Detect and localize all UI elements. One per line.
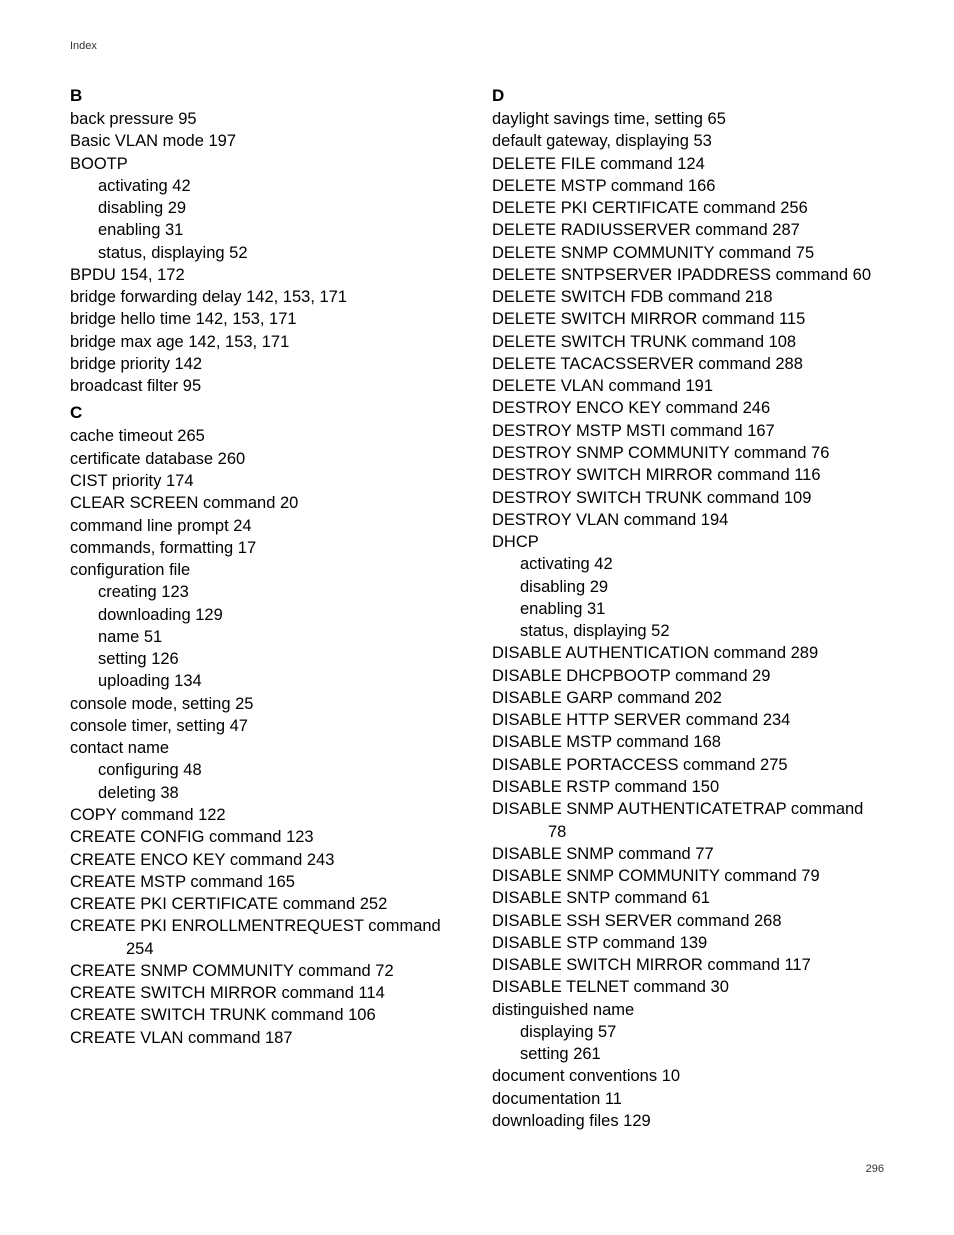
- index-entry: DELETE VLAN command 191: [492, 375, 884, 397]
- index-entry: DELETE RADIUSSERVER command 287: [492, 219, 884, 241]
- index-entry: DISABLE SNTP command 61: [492, 887, 884, 909]
- right-column: Ddaylight savings time, setting 65defaul…: [492, 80, 884, 1132]
- index-entry: bridge forwarding delay 142, 153, 171: [70, 286, 462, 308]
- index-entry: COPY command 122: [70, 804, 462, 826]
- index-entry: activating 42: [70, 175, 462, 197]
- index-entry: daylight savings time, setting 65: [492, 108, 884, 130]
- index-entry: DISABLE SNMP command 77: [492, 843, 884, 865]
- index-entry: DISABLE SNMP COMMUNITY command 79: [492, 865, 884, 887]
- index-entry: CREATE PKI ENROLLMENTREQUEST command: [70, 915, 462, 937]
- index-entry: CREATE SWITCH TRUNK command 106: [70, 1004, 462, 1026]
- index-entry: certificate database 260: [70, 448, 462, 470]
- index-entry: document conventions 10: [492, 1065, 884, 1087]
- index-entry: enabling 31: [70, 219, 462, 241]
- index-entry: DESTROY MSTP MSTI command 167: [492, 420, 884, 442]
- index-entry: back pressure 95: [70, 108, 462, 130]
- index-entry: CREATE CONFIG command 123: [70, 826, 462, 848]
- section-letter: D: [492, 86, 884, 106]
- index-entry: DHCP: [492, 531, 884, 553]
- index-entry: DELETE MSTP command 166: [492, 175, 884, 197]
- index-entry: DESTROY ENCO KEY command 246: [492, 397, 884, 419]
- index-entry: DELETE TACACSSERVER command 288: [492, 353, 884, 375]
- index-entry: DISABLE TELNET command 30: [492, 976, 884, 998]
- index-entry: commands, formatting 17: [70, 537, 462, 559]
- index-entry: default gateway, displaying 53: [492, 130, 884, 152]
- index-entry: CLEAR SCREEN command 20: [70, 492, 462, 514]
- index-entry: DELETE PKI CERTIFICATE command 256: [492, 197, 884, 219]
- index-entry: DELETE SNTPSERVER IPADDRESS command 60: [492, 264, 884, 286]
- index-entry: setting 261: [492, 1043, 884, 1065]
- index-entry: DELETE SWITCH FDB command 218: [492, 286, 884, 308]
- index-entry: Basic VLAN mode 197: [70, 130, 462, 152]
- index-entry: disabling 29: [492, 576, 884, 598]
- index-entry: DISABLE GARP command 202: [492, 687, 884, 709]
- index-entry: setting 126: [70, 648, 462, 670]
- index-entry: CREATE PKI CERTIFICATE command 252: [70, 893, 462, 915]
- page-header: Index: [70, 40, 97, 52]
- index-entry: DISABLE SWITCH MIRROR command 117: [492, 954, 884, 976]
- index-entry: downloading 129: [70, 604, 462, 626]
- index-entry: documentation 11: [492, 1088, 884, 1110]
- index-entry: DESTROY VLAN command 194: [492, 509, 884, 531]
- index-entry: BPDU 154, 172: [70, 264, 462, 286]
- index-entry: CREATE VLAN command 187: [70, 1027, 462, 1049]
- index-entry: configuration file: [70, 559, 462, 581]
- index-entry: DISABLE SNMP AUTHENTICATETRAP command: [492, 798, 884, 820]
- index-entry: BOOTP: [70, 153, 462, 175]
- index-entry: DESTROY SNMP COMMUNITY command 76: [492, 442, 884, 464]
- index-entry: status, displaying 52: [492, 620, 884, 642]
- index-entry: CIST priority 174: [70, 470, 462, 492]
- index-entry: uploading 134: [70, 670, 462, 692]
- index-entry: creating 123: [70, 581, 462, 603]
- index-entry: bridge max age 142, 153, 171: [70, 331, 462, 353]
- index-entry: DISABLE RSTP command 150: [492, 776, 884, 798]
- index-entry: CREATE ENCO KEY command 243: [70, 849, 462, 871]
- index-entry: DISABLE DHCPBOOTP command 29: [492, 665, 884, 687]
- page-number: 296: [866, 1163, 884, 1175]
- index-entry: console mode, setting 25: [70, 693, 462, 715]
- index-entry: configuring 48: [70, 759, 462, 781]
- index-entry: enabling 31: [492, 598, 884, 620]
- index-entry: disabling 29: [70, 197, 462, 219]
- index-entry: bridge priority 142: [70, 353, 462, 375]
- index-entry: DESTROY SWITCH MIRROR command 116: [492, 464, 884, 486]
- index-entry: downloading files 129: [492, 1110, 884, 1132]
- index-entry: bridge hello time 142, 153, 171: [70, 308, 462, 330]
- index-columns: Bback pressure 95Basic VLAN mode 197BOOT…: [70, 80, 884, 1132]
- index-entry: DELETE SWITCH MIRROR command 115: [492, 308, 884, 330]
- index-entry: DELETE FILE command 124: [492, 153, 884, 175]
- index-entry: DISABLE AUTHENTICATION command 289: [492, 642, 884, 664]
- left-column: Bback pressure 95Basic VLAN mode 197BOOT…: [70, 80, 462, 1132]
- index-entry: displaying 57: [492, 1021, 884, 1043]
- index-entry: deleting 38: [70, 782, 462, 804]
- section-letter: C: [70, 403, 462, 423]
- index-entry: activating 42: [492, 553, 884, 575]
- index-entry: broadcast filter 95: [70, 375, 462, 397]
- index-entry: DISABLE PORTACCESS command 275: [492, 754, 884, 776]
- index-entry: DISABLE SSH SERVER command 268: [492, 910, 884, 932]
- index-entry: distinguished name: [492, 999, 884, 1021]
- index-entry: 78: [492, 821, 884, 843]
- index-entry: CREATE MSTP command 165: [70, 871, 462, 893]
- index-entry: command line prompt 24: [70, 515, 462, 537]
- index-entry: DISABLE HTTP SERVER command 234: [492, 709, 884, 731]
- index-entry: console timer, setting 47: [70, 715, 462, 737]
- index-entry: CREATE SNMP COMMUNITY command 72: [70, 960, 462, 982]
- index-entry: DELETE SNMP COMMUNITY command 75: [492, 242, 884, 264]
- index-entry: name 51: [70, 626, 462, 648]
- section-letter: B: [70, 86, 462, 106]
- index-entry: 254: [70, 938, 462, 960]
- index-entry: status, displaying 52: [70, 242, 462, 264]
- index-entry: DELETE SWITCH TRUNK command 108: [492, 331, 884, 353]
- index-entry: CREATE SWITCH MIRROR command 114: [70, 982, 462, 1004]
- index-entry: DESTROY SWITCH TRUNK command 109: [492, 487, 884, 509]
- index-entry: contact name: [70, 737, 462, 759]
- index-entry: cache timeout 265: [70, 425, 462, 447]
- index-entry: DISABLE STP command 139: [492, 932, 884, 954]
- index-entry: DISABLE MSTP command 168: [492, 731, 884, 753]
